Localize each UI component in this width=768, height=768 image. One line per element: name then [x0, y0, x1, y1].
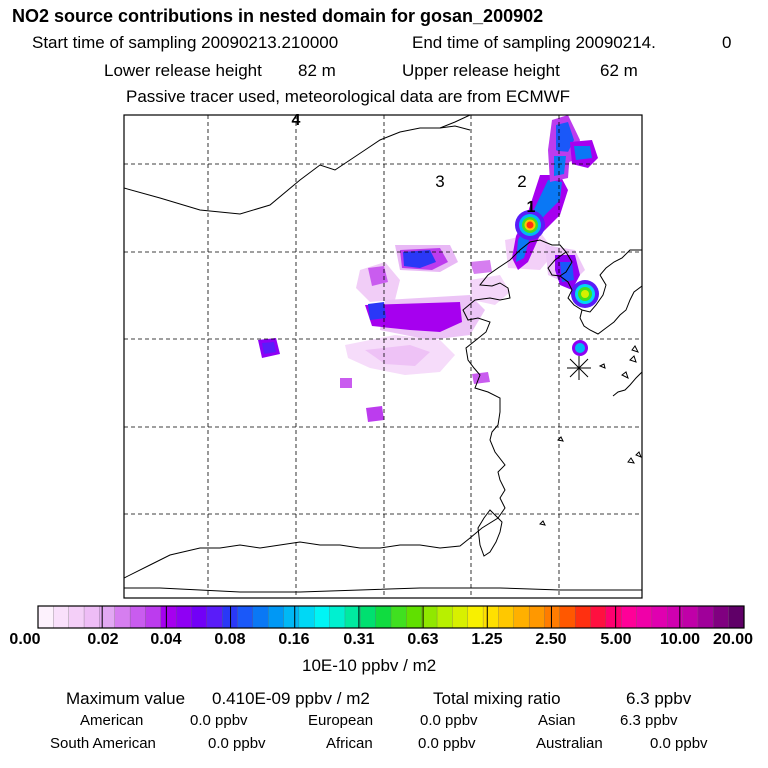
colorbar-cell	[329, 605, 346, 629]
colorbar-cell	[544, 605, 561, 629]
source-marker-1: 1	[527, 199, 536, 216]
colorbar-cell	[559, 605, 576, 629]
colorbar-tick: 20.00	[712, 631, 754, 648]
colorbar-cell	[114, 605, 131, 629]
concentration-plume	[258, 115, 599, 422]
colorbar-cell	[667, 605, 684, 629]
colorbar-cell	[421, 605, 438, 629]
colorbar-tick: 0.16	[278, 631, 310, 648]
colorbar-cells	[37, 605, 745, 629]
colorbar-cell	[129, 605, 146, 629]
colorbar-cell	[651, 605, 668, 629]
contribution-name: American	[80, 712, 144, 729]
map-frame	[123, 114, 643, 599]
colorbar-cell	[53, 605, 70, 629]
contribution-name: European	[308, 712, 374, 729]
colorbar-cell	[697, 605, 714, 629]
contribution-value: 0.0 ppbv	[650, 735, 708, 752]
start-time-label: Start time of sampling 20090213.210000	[32, 33, 339, 52]
colorbar-cell	[713, 605, 730, 629]
colorbar-cell	[252, 605, 269, 629]
colorbar-cell	[83, 605, 100, 629]
graticule	[124, 115, 642, 598]
colorbar-cell	[268, 605, 285, 629]
contribution-name: Asian	[538, 712, 576, 729]
colorbar-cell	[575, 605, 592, 629]
colorbar-cell	[375, 605, 392, 629]
colorbar-units: 10E-10 ppbv / m2	[302, 656, 437, 675]
colorbar-cell	[68, 605, 85, 629]
colorbar-cell	[406, 605, 423, 629]
colorbar-cell	[467, 605, 484, 629]
colorbar-tick: 0.02	[87, 631, 119, 648]
map-title: NO2 source contributions in nested domai…	[12, 6, 544, 26]
colorbar-cell	[314, 605, 331, 629]
contribution-name: African	[326, 735, 373, 752]
colorbar-cell	[513, 605, 530, 629]
colorbar-cell	[636, 605, 653, 629]
colorbar-cell	[682, 605, 699, 629]
colorbar-cell	[390, 605, 407, 629]
colorbar-cell	[360, 605, 377, 629]
colorbar-frame	[37, 605, 745, 629]
contribution-value: 0.0 ppbv	[420, 712, 478, 729]
end-time-label: End time of sampling 20090214.	[412, 33, 656, 52]
colorbar-cell	[436, 605, 453, 629]
total-mixing-label: Total mixing ratio	[433, 689, 561, 708]
colorbar-tick: 0.63	[407, 631, 439, 648]
colorbar-cell	[283, 605, 300, 629]
coastlines	[124, 115, 642, 593]
colorbar-cell	[160, 605, 177, 629]
contribution-value: 0.0 ppbv	[208, 735, 266, 752]
upper-release-value: 62 m	[600, 61, 638, 80]
colorbar-tick: 2.50	[535, 631, 567, 648]
max-value-label: Maximum value	[66, 689, 186, 708]
contribution-name: Australian	[536, 735, 603, 752]
colorbar-tick: 0.00	[9, 631, 41, 648]
colorbar-dividers	[101, 606, 681, 628]
colorbar-cell	[298, 605, 315, 629]
upper-release-label: Upper release height	[402, 61, 560, 80]
total-mixing-value: 6.3 ppbv	[626, 689, 692, 708]
colorbar-cell	[452, 605, 469, 629]
colorbar-tick: 5.00	[600, 631, 632, 648]
colorbar-cell	[175, 605, 193, 629]
receptor-star-icon	[567, 356, 591, 380]
colorbar-cell	[206, 605, 223, 629]
source-marker-4: 4	[292, 112, 301, 129]
contribution-name: South American	[50, 735, 156, 752]
colorbar-tick: 0.08	[214, 631, 246, 648]
colorbar-cell	[237, 605, 254, 629]
lower-release-label: Lower release height	[104, 61, 262, 80]
colorbar-tick: 10.00	[659, 631, 701, 648]
colorbar-tick: 0.04	[150, 631, 182, 648]
colorbar-cell	[498, 605, 515, 629]
colorbar-tick: 1.25	[471, 631, 503, 648]
colorbar-cell	[605, 605, 622, 629]
colorbar-cell	[728, 605, 745, 629]
source-marker-2: 2	[517, 172, 526, 191]
colorbar-cell	[145, 605, 162, 629]
colorbar-cell	[191, 605, 208, 629]
colorbar-cell	[528, 605, 546, 629]
tracer-note: Passive tracer used, meteorological data…	[126, 87, 571, 106]
contribution-value: 0.0 ppbv	[418, 735, 476, 752]
contribution-value: 0.0 ppbv	[190, 712, 248, 729]
colorbar-cell	[222, 605, 239, 629]
max-value: 0.410E-09 ppbv / m2	[212, 689, 370, 708]
colorbar-cell	[482, 605, 499, 629]
colorbar-cell	[344, 605, 361, 629]
contribution-value: 6.3 ppbv	[620, 712, 678, 729]
colorbar-tick: 0.31	[343, 631, 375, 648]
colorbar-cell	[621, 605, 638, 629]
lower-release-value: 82 m	[298, 61, 336, 80]
end-time-value: 0	[722, 33, 732, 52]
colorbar-cell	[37, 605, 54, 629]
colorbar-cell	[590, 605, 607, 629]
source-marker-3: 3	[435, 172, 444, 191]
